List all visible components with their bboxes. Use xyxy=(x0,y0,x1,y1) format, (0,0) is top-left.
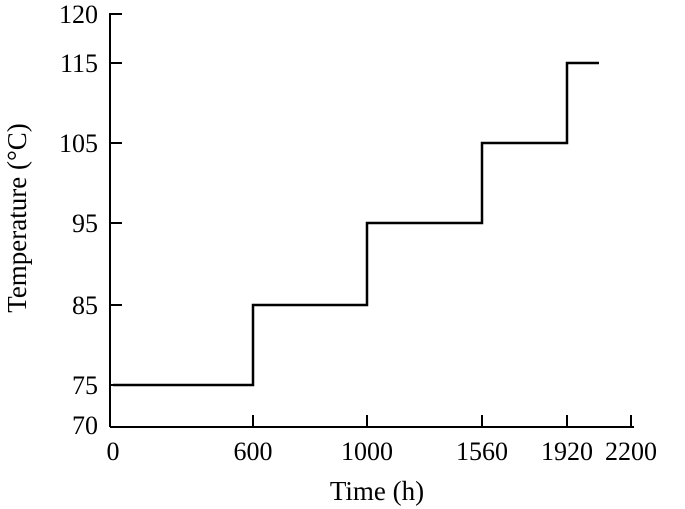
y-tick-label: 85 xyxy=(72,291,98,320)
x-axis-title: Time (h) xyxy=(330,476,424,506)
axes xyxy=(109,13,634,428)
y-tick-label: 115 xyxy=(60,49,98,78)
x-ticks: 0 600 1000 1560 1920 2200 xyxy=(107,415,657,466)
y-tick-label: 105 xyxy=(59,129,98,158)
y-axis-title: Temperature (°C) xyxy=(2,123,32,313)
y-tick-label: 120 xyxy=(59,0,98,29)
x-tick-label: 1920 xyxy=(541,437,593,466)
x-tick-label: 1000 xyxy=(341,437,393,466)
y-tick-label: 75 xyxy=(72,371,98,400)
x-tick-label: 600 xyxy=(234,437,273,466)
x-tick-label: 0 xyxy=(107,437,120,466)
temperature-step-line xyxy=(113,61,599,387)
y-tick-label: 70 xyxy=(72,411,98,440)
series-group xyxy=(113,61,599,387)
x-tick-label: 1560 xyxy=(456,437,508,466)
y-tick-label: 95 xyxy=(72,209,98,238)
y-ticks: 70 75 85 95 105 115 120 xyxy=(59,0,122,440)
x-tick-label: 2200 xyxy=(605,437,657,466)
